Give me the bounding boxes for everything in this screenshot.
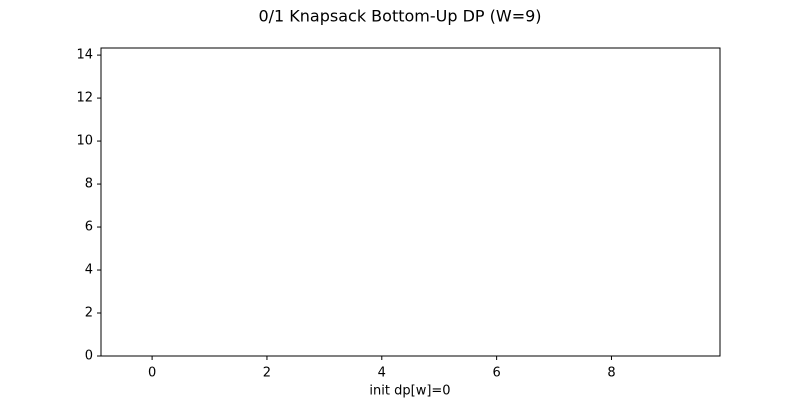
y-tick-label: 12 — [76, 91, 93, 106]
plot-frame — [100, 47, 721, 357]
x-tick-label: 6 — [492, 366, 500, 381]
y-tick-label: 4 — [85, 263, 93, 278]
x-axis-label: init dp[w]=0 — [369, 384, 450, 399]
x-tick-label: 2 — [263, 366, 271, 381]
y-tick-label: 0 — [85, 349, 93, 364]
y-tick-label: 10 — [76, 134, 93, 149]
x-tick-label: 8 — [607, 366, 615, 381]
y-tick-label: 14 — [76, 48, 93, 63]
x-tick-label: 4 — [378, 366, 386, 381]
x-tick-label: 0 — [148, 366, 156, 381]
chart-title: 0/1 Knapsack Bottom-Up DP (W=9) — [258, 7, 541, 26]
y-tick-label: 6 — [85, 220, 93, 235]
y-tick-label: 8 — [85, 177, 93, 192]
y-tick-label: 2 — [85, 306, 93, 321]
